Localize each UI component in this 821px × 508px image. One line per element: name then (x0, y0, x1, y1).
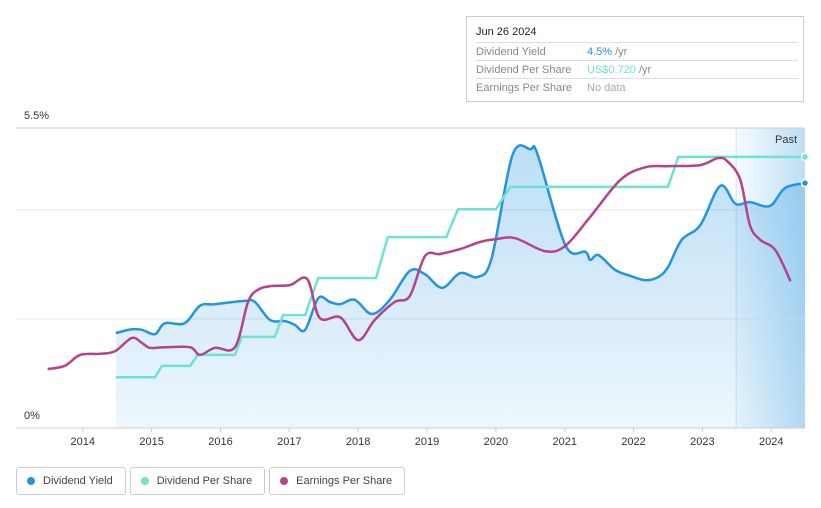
x-tick-label: 2021 (552, 436, 576, 448)
legend-swatch (27, 477, 35, 485)
x-tick-label: 2015 (139, 436, 163, 448)
past-label: Past (775, 134, 797, 146)
legend-label: Earnings Per Share (296, 475, 393, 487)
area (115, 145, 806, 429)
end-dot (800, 152, 810, 162)
legend-label: Dividend Yield (43, 475, 113, 487)
x-tick-label: 2016 (208, 436, 232, 448)
tooltip-row: Dividend Yield 4.5%/yr (476, 42, 798, 61)
tooltip-date: Jun 26 2024 (476, 26, 537, 38)
x-tick-label: 2019 (415, 436, 439, 448)
tooltip-unit: /yr (615, 46, 628, 58)
x-tick-label: 2018 (346, 436, 370, 448)
tooltip: Jun 26 2024 Dividend Yield 4.5%/yr Dividen… (466, 16, 804, 102)
series-line (115, 144, 806, 336)
legend-swatch (280, 477, 289, 485)
legend-item[interactable]: Earnings Per Share (269, 467, 406, 495)
y-tick-label: 5.5% (24, 110, 49, 122)
tooltip-unit: /yr (638, 64, 652, 76)
x-tick-label: 2014 (71, 436, 95, 448)
tooltip-number: US$0.720 (587, 64, 636, 76)
tooltip-row: Dividend Per Share US$0.720/yr (476, 60, 798, 79)
legend-swatch (140, 477, 149, 485)
end-dot (800, 178, 810, 188)
legend-label: Dividend Per Share (156, 475, 253, 487)
tooltip-label: Dividend Yield (476, 46, 546, 58)
legend-item[interactable]: Dividend Yield (16, 467, 126, 495)
series-line (47, 156, 792, 371)
tooltip-label: Earnings Per Share (476, 82, 572, 94)
legend-item[interactable]: Dividend Per Share (129, 467, 266, 495)
x-tick-label: 2017 (277, 436, 301, 448)
tooltip-value: 4.5%/yr (587, 43, 627, 61)
tooltip-value: No data (587, 79, 626, 97)
tooltip-number: No data (587, 82, 626, 94)
tooltip-label: Dividend Per Share (476, 64, 572, 76)
y-tick-label: 0% (24, 410, 40, 422)
x-tick-label: 2024 (759, 436, 783, 448)
x-tick-label: 2020 (484, 436, 508, 448)
tooltip-value: US$0.720/yr (587, 61, 651, 79)
tooltip-number: 4.5% (587, 46, 613, 58)
tooltip-row: Earnings Per Share No data (476, 78, 798, 97)
x-tick-label: 2022 (621, 436, 645, 448)
x-tick-label: 2023 (690, 436, 714, 448)
legend: Dividend Yield Dividend Per Share Earnings… (16, 467, 406, 495)
chart: Past 0% 5.5% 2014 2015 2016 2017 2018 2019 2020 20… (16, 110, 810, 448)
